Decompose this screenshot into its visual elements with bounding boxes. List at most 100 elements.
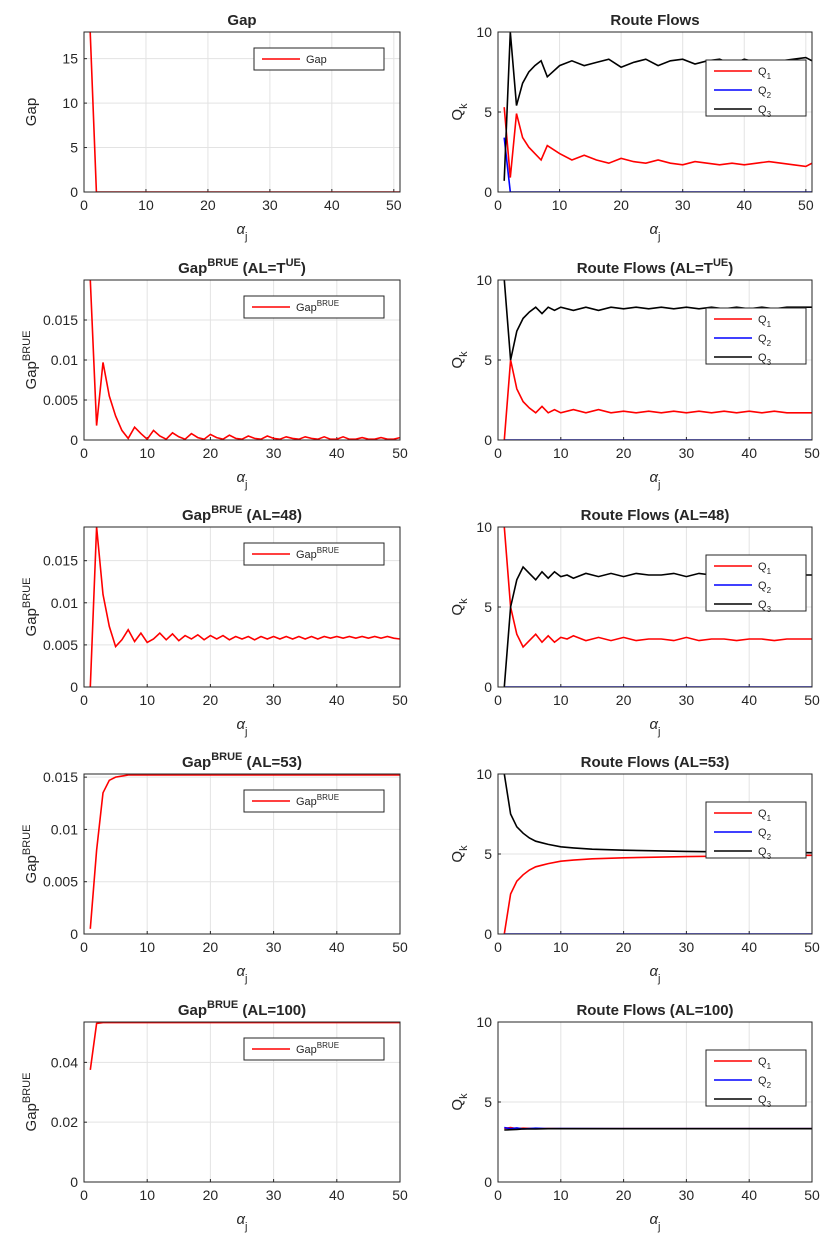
axes-box (83, 31, 401, 193)
x-label-subscript: j (657, 479, 660, 491)
legend-box (705, 1049, 807, 1107)
x-tick-label: 0 (494, 692, 502, 708)
y-label-subscript: k (458, 598, 470, 604)
x-label-symbol: α (649, 716, 658, 733)
x-axis-label: αj (236, 716, 247, 738)
x-tick-label: 0 (80, 197, 88, 213)
x-label-subscript: j (244, 726, 247, 738)
legend-label-1: Q1 (758, 561, 772, 576)
legend-subscript: 3 (767, 358, 772, 367)
legend-subscript: 1 (767, 814, 772, 823)
legend-label-3: Q3 (758, 1094, 772, 1109)
legend-name: Q (758, 352, 767, 364)
x-tick-label: 30 (675, 197, 691, 213)
title-text: Gap (178, 1002, 207, 1019)
x-tick-label: 10 (553, 939, 569, 955)
y-label-superscript: BRUE (21, 578, 33, 609)
legend-name: Q (758, 846, 767, 858)
y-label-subscript: k (458, 351, 470, 357)
y-tick-label: 15 (62, 51, 78, 67)
y-tick-label: 0.01 (51, 821, 78, 837)
chart-title: GapBRUE (AL=100) (178, 999, 306, 1019)
y-tick-label: 0 (70, 679, 78, 695)
y-tick-label: 0.015 (43, 769, 78, 785)
legend-name: Gap (306, 54, 327, 66)
x-tick-label: 30 (679, 445, 695, 461)
x-tick-label: 40 (741, 939, 757, 955)
title-suffix: (AL=53) (242, 754, 302, 771)
x-tick-label: 50 (804, 692, 820, 708)
x-label-subscript: j (657, 1221, 660, 1233)
x-tick-label: 10 (553, 445, 569, 461)
legend: GapBRUE (243, 1037, 385, 1061)
x-label-subscript: j (657, 973, 660, 985)
legend-label-2: Q2 (758, 333, 772, 348)
title-end: ) (728, 260, 733, 277)
legend-subscript: 1 (767, 72, 772, 81)
legend-name: Q (758, 561, 767, 573)
x-tick-label: 40 (741, 445, 757, 461)
x-label-symbol: α (649, 221, 658, 238)
series-line-3 (504, 1127, 812, 1131)
legend-name: Q (758, 599, 767, 611)
x-tick-label: 20 (616, 692, 632, 708)
x-tick-label: 50 (386, 197, 402, 213)
y-tick-label: 0 (70, 432, 78, 448)
legend-subscript: 3 (767, 605, 772, 614)
y-tick-label: 5 (484, 1094, 492, 1110)
legend-label-3: Q3 (758, 352, 772, 367)
y-label-text: Gap (23, 608, 40, 636)
y-axis-label: Qk (449, 598, 470, 616)
y-tick-label: 0 (484, 184, 492, 200)
chart-title: GapBRUE (AL=48) (182, 504, 302, 524)
axes-box (497, 1021, 813, 1183)
x-tick-label: 10 (553, 1187, 569, 1203)
legend-label-1: Q1 (758, 1056, 772, 1071)
legend-name: Q (758, 808, 767, 820)
y-label-superscript: BRUE (21, 825, 33, 856)
y-tick-label: 0.015 (43, 553, 78, 569)
x-tick-label: 10 (138, 197, 154, 213)
x-tick-label: 40 (736, 197, 752, 213)
y-tick-label: 0.02 (51, 1114, 78, 1130)
title-text: Gap (182, 507, 211, 524)
title-superscript: BRUE (207, 257, 238, 269)
y-label-text: Q (449, 109, 466, 121)
x-tick-label: 40 (324, 197, 340, 213)
legend-box (243, 1037, 385, 1061)
legend-superscript: BRUE (317, 793, 339, 802)
title-suffix: (AL=48) (670, 507, 730, 524)
title-suffix: (AL=T (666, 260, 713, 277)
x-label-symbol: α (649, 963, 658, 980)
series-line-1 (503, 527, 812, 649)
y-tick-label: 0.01 (51, 352, 78, 368)
axes-box (497, 773, 813, 935)
y-tick-label: 5 (484, 846, 492, 862)
y-tick-label: 10 (476, 1014, 492, 1030)
axes-box (497, 31, 813, 193)
x-axis-label: αj (649, 221, 660, 243)
axes-box (83, 773, 401, 935)
legend-label-1: GapBRUE (296, 546, 339, 561)
x-tick-label: 0 (494, 445, 502, 461)
x-tick-label: 0 (494, 939, 502, 955)
y-label-subscript: k (458, 845, 470, 851)
y-label-text: Q (449, 851, 466, 863)
x-axis-label: αj (649, 469, 660, 491)
y-tick-label: 5 (484, 104, 492, 120)
y-tick-label: 0 (484, 1174, 492, 1190)
chart-title: Route Flows (AL=TUE) (577, 257, 734, 277)
chart-title: GapBRUE (AL=53) (182, 751, 302, 771)
legend-label-1: GapBRUE (296, 299, 339, 314)
legend-box (243, 789, 385, 813)
x-axis-label: αj (649, 963, 660, 985)
y-tick-label: 0.005 (43, 392, 78, 408)
x-tick-label: 50 (392, 692, 408, 708)
